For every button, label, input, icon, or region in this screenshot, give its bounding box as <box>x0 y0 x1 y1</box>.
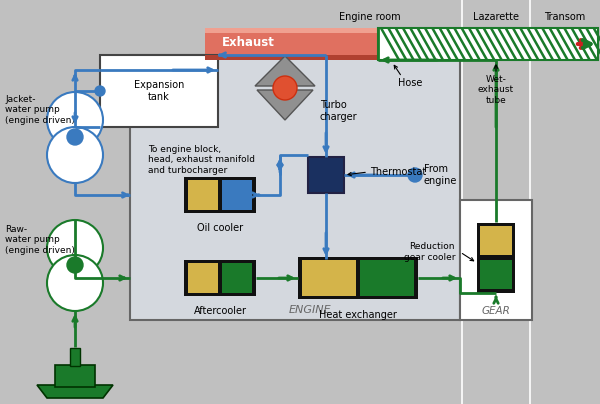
Text: Lazarette: Lazarette <box>473 12 519 22</box>
Text: Thermostat: Thermostat <box>370 167 426 177</box>
Text: Aftercooler: Aftercooler <box>193 306 247 316</box>
Circle shape <box>67 129 83 145</box>
Bar <box>70 348 80 366</box>
Text: Transom: Transom <box>544 12 586 22</box>
Text: Wet-
exhaust
tube: Wet- exhaust tube <box>478 75 514 105</box>
Text: Exhaust: Exhaust <box>222 36 275 50</box>
Bar <box>460 200 532 320</box>
Text: Jacket-
water pump
(engine driven): Jacket- water pump (engine driven) <box>5 95 75 125</box>
Bar <box>55 365 95 387</box>
Bar <box>480 226 512 255</box>
Polygon shape <box>255 56 315 86</box>
Bar <box>222 180 252 210</box>
Text: Expansion
tank: Expansion tank <box>134 80 184 102</box>
Text: Hose: Hose <box>398 78 422 88</box>
Text: Turbo
charger: Turbo charger <box>320 100 358 122</box>
Circle shape <box>47 92 103 148</box>
Text: Heat exchanger: Heat exchanger <box>319 310 397 320</box>
Bar <box>298 257 418 299</box>
Text: ENGINE: ENGINE <box>289 305 331 315</box>
Polygon shape <box>257 90 313 120</box>
Text: Oil cooler: Oil cooler <box>197 223 243 233</box>
Bar <box>184 260 256 296</box>
Bar <box>477 223 515 293</box>
Circle shape <box>47 220 103 276</box>
Bar <box>188 263 218 293</box>
Text: Raw-
water pump
(engine driven): Raw- water pump (engine driven) <box>5 225 75 255</box>
Bar <box>378 28 598 60</box>
Bar <box>308 157 344 193</box>
Circle shape <box>408 168 422 182</box>
Text: Reduction
gear cooler: Reduction gear cooler <box>404 242 455 262</box>
Bar <box>205 28 575 33</box>
Text: From
engine: From engine <box>424 164 457 186</box>
Text: Engine room: Engine room <box>339 12 401 22</box>
Circle shape <box>47 255 103 311</box>
Bar <box>302 260 356 296</box>
Bar <box>480 260 512 289</box>
Bar <box>222 263 252 293</box>
Circle shape <box>67 257 83 273</box>
Bar <box>100 55 218 127</box>
Bar <box>130 55 460 320</box>
Polygon shape <box>37 385 113 398</box>
Circle shape <box>273 76 297 100</box>
Bar <box>205 28 575 60</box>
Bar <box>205 55 575 60</box>
Bar <box>188 180 218 210</box>
Bar <box>184 177 256 213</box>
Bar <box>360 260 414 296</box>
Circle shape <box>47 127 103 183</box>
Text: To engine block,
head, exhaust manifold
and turbocharger: To engine block, head, exhaust manifold … <box>148 145 255 175</box>
Text: GEAR: GEAR <box>482 306 511 316</box>
Circle shape <box>95 86 105 96</box>
